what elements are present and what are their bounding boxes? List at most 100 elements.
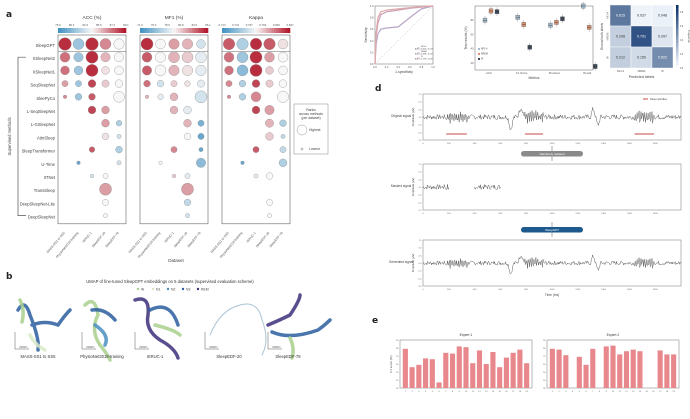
bubble: [99, 182, 112, 196]
roc-x-tick: 1.0: [431, 65, 435, 69]
bar-x-tick: 6: [585, 391, 587, 393]
confusion-y-label: Ground truth labels: [600, 23, 604, 51]
colorbar-segment: [242, 28, 245, 33]
signal-x-tick: 1000: [550, 143, 556, 145]
signal-x-tick: 600: [499, 213, 503, 215]
confusion-value: 0.150: [637, 56, 646, 60]
umap-cluster: [93, 323, 108, 347]
roc-legend-name: NF1-4: [421, 46, 426, 48]
bar: [603, 346, 609, 388]
bubble: [265, 66, 274, 75]
roc-curve-nrem: [374, 5, 434, 65]
colorbar-segment: [58, 28, 61, 33]
signal-trace: [422, 107, 681, 131]
step-label: Randomly masked: [540, 152, 565, 156]
bubble: [266, 199, 273, 206]
bar: [409, 367, 415, 388]
bubble: [85, 64, 99, 77]
bubble: [184, 80, 191, 87]
bubble: [236, 51, 249, 63]
box-x-label: Metrics: [529, 76, 540, 80]
bar-x-tick: 7: [592, 391, 594, 393]
confusion-x-label: Predicted labels: [629, 75, 655, 79]
colorbar-tick: 0.714: [219, 23, 226, 27]
signal-y-tick: 2.5: [418, 255, 422, 257]
umap-axes: [134, 332, 149, 350]
legend-highest-circle: [296, 124, 308, 136]
colorbar-segment: [676, 52, 679, 56]
colorbar-segment: [269, 28, 273, 33]
umap-cluster: [83, 299, 112, 362]
signal-trace: [422, 184, 501, 190]
bar-x-tick: 4: [572, 391, 574, 393]
colorbar-segment: [676, 58, 679, 62]
colorbar-segment: [676, 8, 679, 12]
colorbar-segment: [676, 64, 679, 69]
panel-c-charts: 0.0 0.2 0.4 0.6 0.8 1.0 0.0 0.2 0.4 0.6 0.8 1.0 1-sp…: [364, 1, 690, 80]
bubble: [143, 80, 151, 88]
umap-x-label: UMAP1: [86, 346, 95, 349]
roc-x-tick: 0.0: [373, 65, 377, 69]
panel-d-letter: d: [375, 84, 382, 94]
bar-x-tick: 9: [459, 391, 461, 393]
confusion-value: 0.097: [658, 35, 667, 39]
metric-title: MF1 (%): [165, 15, 184, 21]
colorbar-tick: 0.2: [680, 54, 684, 56]
bar-x-tick: 15: [498, 391, 501, 393]
colorbar-segment: [267, 28, 270, 33]
colorbar-segment: [246, 28, 250, 33]
confusion-y-tick: NF1-4: [606, 11, 610, 19]
panel-d-signals: 7.55.02.50.0-2.5-5.0-7.50 200 400 600 800 100…: [389, 93, 682, 297]
bar: [449, 353, 456, 388]
bar-y-label: F1 score (%): [389, 355, 393, 372]
colorbar-segment: [240, 28, 243, 33]
box-x-tick: Precision: [549, 71, 561, 75]
bubble: [73, 65, 84, 76]
legend-marker-n1: [151, 287, 155, 291]
bar: [556, 349, 562, 388]
bar: [517, 349, 523, 388]
bubble: [102, 173, 109, 179]
bubble: [238, 80, 247, 88]
bubble: [278, 65, 288, 76]
colorbar-tick: 0.0: [680, 68, 684, 70]
bubble: [183, 119, 192, 128]
colorbar-segment: [187, 28, 191, 33]
colorbar-segment: [676, 11, 679, 15]
colorbar-segment: [82, 28, 86, 33]
colorbar-segment: [105, 28, 109, 33]
bubble: [279, 146, 287, 153]
bar: [423, 358, 429, 388]
colorbar-tick: 80.8: [178, 23, 184, 27]
bubble: [63, 94, 67, 99]
signal-x-tick: 800: [524, 289, 528, 291]
bar: [483, 364, 489, 388]
bar-y-tick: 70: [396, 356, 399, 358]
signal-y-tick: 5.0: [418, 102, 422, 104]
legend-title-line: (per dataset): [301, 116, 320, 120]
signal-frame: [422, 239, 682, 287]
bubble: [198, 147, 204, 152]
colorbar-tick: 78.6: [164, 23, 170, 27]
colorbar-segment: [160, 28, 163, 33]
bubble: [223, 38, 235, 50]
bar: [490, 352, 496, 388]
bubble: [170, 80, 178, 87]
box-y-tick: 80: [471, 18, 474, 22]
umap-subplot-label: PhysioNet2018-training: [80, 354, 124, 359]
bubble: [142, 65, 152, 76]
colorbar-segment: [146, 28, 150, 33]
bubble: [157, 93, 164, 100]
roc-y-label: Sensitivity: [364, 27, 368, 43]
colorbar-segment: [116, 28, 120, 33]
colorbar-segment: [64, 28, 68, 33]
bubble: [181, 51, 194, 63]
bar: [630, 349, 636, 388]
panel-b-letter: b: [6, 272, 13, 282]
roc-y-tick: 0.2: [370, 50, 374, 54]
bubble: [250, 38, 262, 50]
signal-x-tick: 1600: [627, 289, 633, 291]
signal-y-label: Amplitude (µV): [411, 108, 415, 127]
umap-cluster: [148, 305, 180, 327]
